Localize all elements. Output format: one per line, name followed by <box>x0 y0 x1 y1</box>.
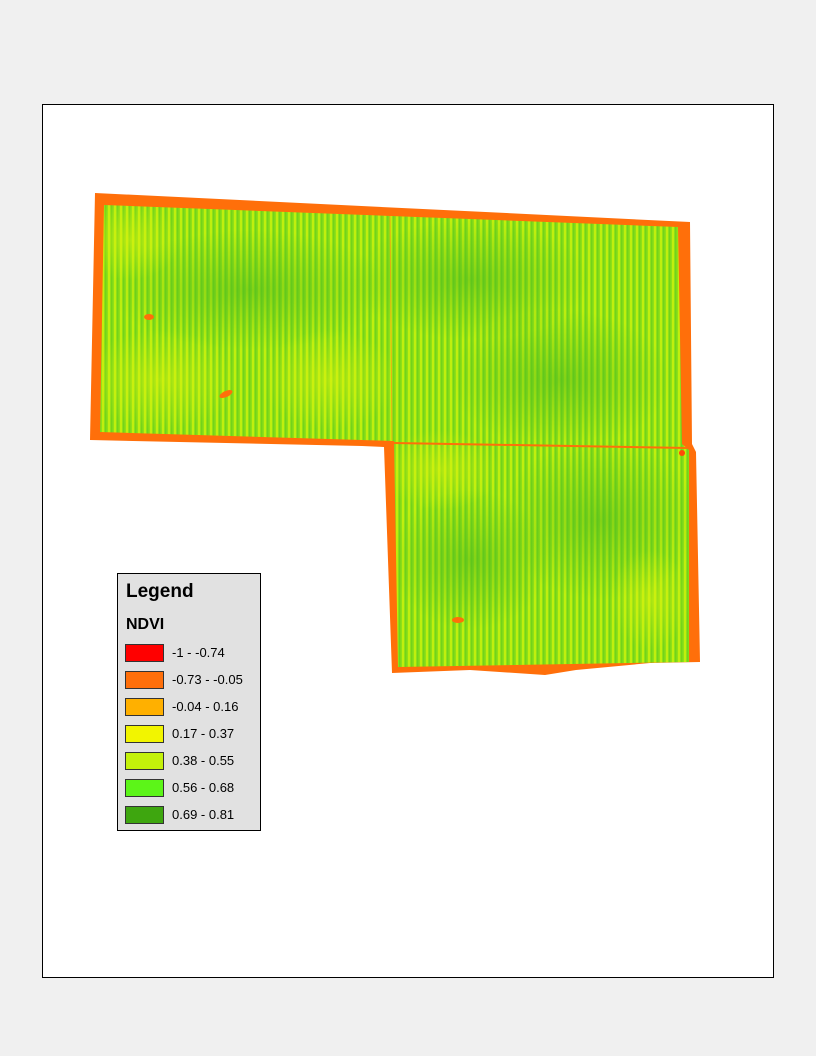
legend-layer-name: NDVI <box>126 616 165 633</box>
legend-item-label: -0.73 - -0.05 <box>172 672 243 687</box>
legend-item-label: -1 - -0.74 <box>172 645 225 660</box>
legend-item: 0.17 - 0.37 <box>125 725 257 745</box>
legend-item-label: 0.56 - 0.68 <box>172 780 235 795</box>
legend-item: 0.38 - 0.55 <box>125 752 257 772</box>
low-ndvi-spot <box>452 617 464 623</box>
legend-item: -1 - -0.74 <box>125 644 257 664</box>
legend-item-label: 0.69 - 0.81 <box>172 807 235 822</box>
legend-item: 0.56 - 0.68 <box>125 779 257 799</box>
low-ndvi-spot <box>679 450 685 456</box>
legend-swatch <box>125 698 164 716</box>
legend-title: Legend <box>126 581 194 602</box>
legend-item-label: 0.38 - 0.55 <box>172 753 235 768</box>
legend-item: 0.69 - 0.81 <box>125 806 257 826</box>
legend-item: -0.04 - 0.16 <box>125 698 257 718</box>
legend-item: -0.73 - -0.05 <box>125 671 257 691</box>
legend-swatch <box>125 725 164 743</box>
legend-swatch <box>125 671 164 689</box>
legend-swatch <box>125 779 164 797</box>
legend-swatch <box>125 752 164 770</box>
low-ndvi-spot <box>219 389 233 399</box>
low-ndvi-spot <box>144 314 154 320</box>
legend-box: Legend NDVI -1 - -0.74 -0.73 - -0.05 -0.… <box>117 573 261 831</box>
legend-swatch <box>125 644 164 662</box>
legend-item-label: -0.04 - 0.16 <box>172 699 239 714</box>
legend-item-label: 0.17 - 0.37 <box>172 726 235 741</box>
legend-swatch <box>125 806 164 824</box>
